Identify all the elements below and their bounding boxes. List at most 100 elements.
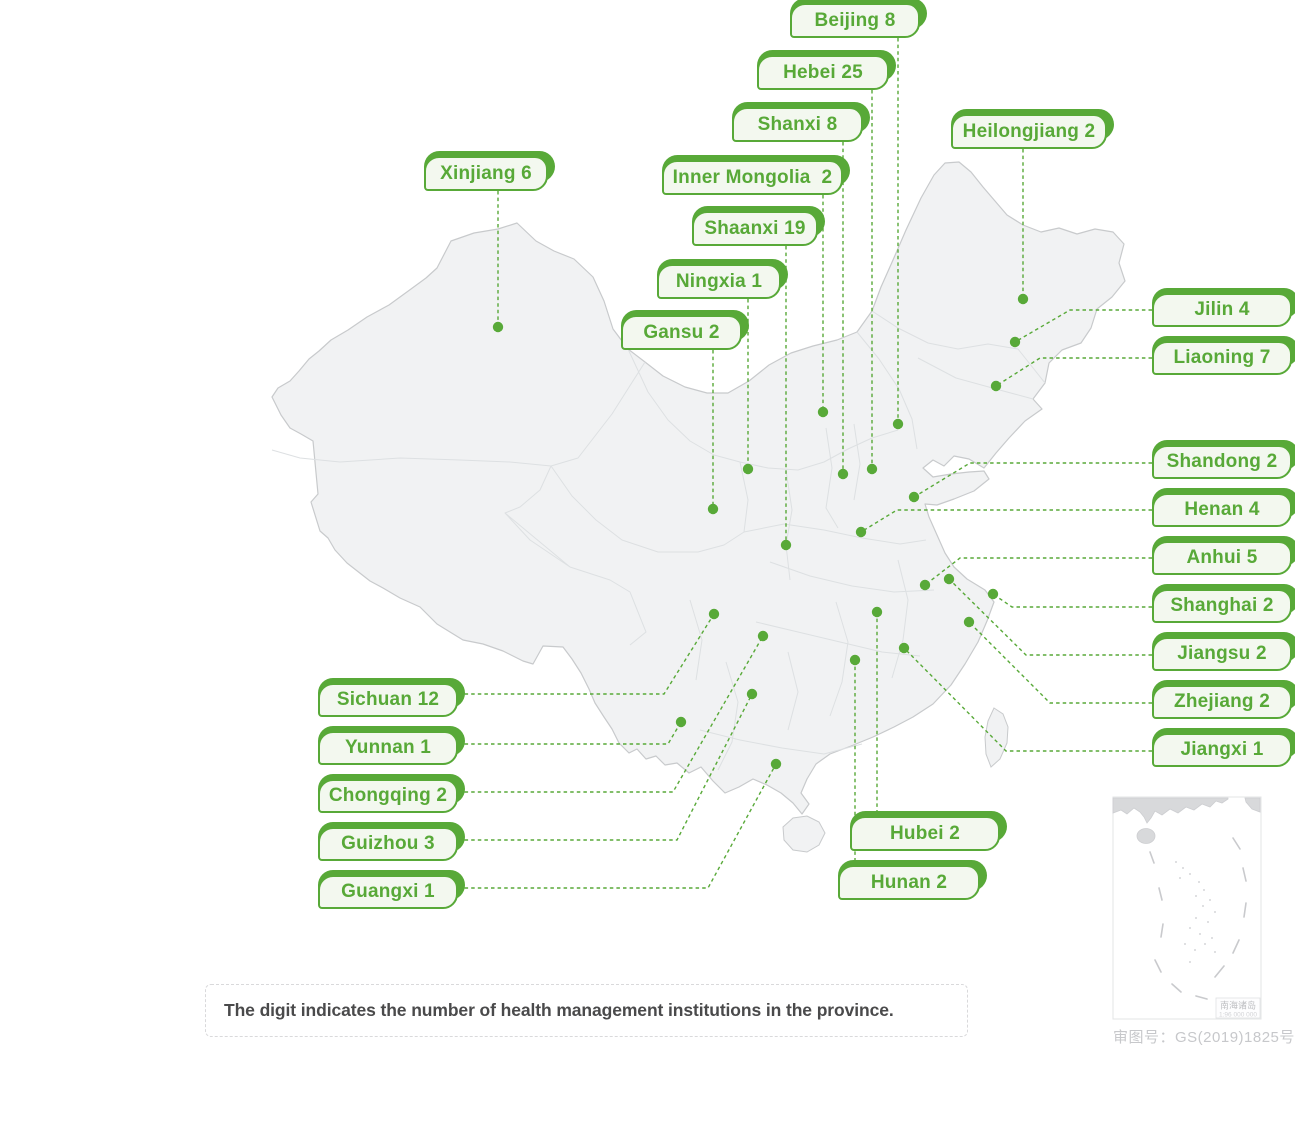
connector-line-sichuan — [458, 613, 715, 695]
connector-line-jiangxi — [903, 647, 1152, 752]
map-approval-number: 审图号：GS(2019)1825号 — [1113, 1029, 1295, 1046]
label-text: Henan 4 — [1184, 499, 1260, 520]
label-face — [838, 865, 980, 900]
province-label-anhui: Anhui 5 — [1152, 536, 1295, 575]
province-label-gansu: Gansu 2 — [621, 310, 749, 350]
inset-island-specks — [1175, 861, 1216, 963]
label-face — [657, 264, 781, 299]
province-label-jilin: Jilin 4 — [1152, 288, 1295, 327]
connector-line-shandong — [913, 462, 1152, 498]
label-text: Gansu 2 — [643, 321, 720, 343]
label-face — [1152, 493, 1292, 527]
province-label-chongqing: Chongqing 2 — [318, 774, 465, 813]
label-text: Shanghai 2 — [1170, 595, 1274, 616]
label-face — [318, 779, 458, 813]
province-label-shaanxi: Shaanxi 19 — [692, 206, 825, 246]
label-text: Anhui 5 — [1186, 547, 1258, 568]
province-label-inner-mongolia: Inner Mongolia 2 — [662, 155, 850, 195]
inset-scale-label: 1:96 000 000 — [1219, 1012, 1257, 1019]
label-face — [1152, 685, 1292, 719]
label-text: Yunnan 1 — [344, 737, 432, 758]
label-face — [1152, 589, 1292, 623]
province-dot-henan — [855, 526, 867, 538]
label-text: Jiangsu 2 — [1177, 643, 1267, 664]
province-label-shanghai: Shanghai 2 — [1152, 584, 1295, 623]
label-text: Hebei 25 — [783, 61, 863, 83]
connector-line-shanghai — [992, 593, 1152, 608]
connector-line-anhui — [924, 557, 1152, 586]
province-label-beijing: Beijing 8 — [790, 0, 927, 38]
label-text: Guizhou 3 — [341, 833, 435, 854]
province-label-liaoning: Liaoning 7 — [1152, 336, 1295, 375]
label-face — [850, 816, 1000, 851]
connector-line-liaoning — [995, 357, 1152, 387]
label-text: Heilongjiang 2 — [962, 120, 1096, 142]
label-face — [1152, 341, 1292, 375]
label-face — [757, 55, 889, 90]
province-dot-jilin — [1009, 336, 1021, 348]
legend-caption-text: The digit indicates the number of health… — [224, 1000, 894, 1020]
label-text: Shaanxi 19 — [704, 217, 806, 239]
province-dot-zhejiang — [963, 616, 975, 628]
province-label-guangxi: Guangxi 1 — [318, 870, 465, 909]
province-dot-anhui — [919, 579, 931, 591]
label-text: Inner Mongolia 2 — [672, 166, 833, 188]
south-china-sea-inset: 南海诸岛 1:96 000 000 — [1112, 796, 1262, 1020]
province-dot-jiangsu — [943, 573, 955, 585]
label-face — [692, 211, 818, 246]
label-text: Jilin 4 — [1194, 299, 1250, 320]
inset-label-box — [1215, 997, 1261, 1019]
label-text: Shanxi 8 — [757, 113, 838, 135]
label-face — [318, 875, 458, 909]
label-text: Zhejiang 2 — [1174, 691, 1270, 712]
province-dot-jiangxi — [898, 642, 910, 654]
province-dot-xinjiang — [492, 321, 504, 333]
inset-nine-dash-line — [1149, 837, 1247, 1000]
connector-line-jiangsu — [948, 578, 1152, 656]
province-label-hunan: Hunan 2 — [838, 860, 987, 900]
label-text: Shandong 2 — [1166, 451, 1278, 472]
province-label-heilongjiang: Heilongjiang 2 — [951, 109, 1114, 149]
label-face — [1152, 445, 1292, 479]
inset-coastline — [1112, 797, 1229, 824]
china-mainland-outline — [271, 161, 1126, 815]
province-dot-sichuan — [708, 608, 720, 620]
province-label-shanxi: Shanxi 8 — [732, 102, 870, 142]
province-label-sichuan: Sichuan 12 — [318, 678, 465, 717]
province-label-ningxia: Ningxia 1 — [657, 259, 788, 299]
label-text: Xinjiang 6 — [440, 162, 532, 184]
province-label-hubei: Hubei 2 — [850, 811, 1007, 851]
province-dot-shanxi — [837, 468, 849, 480]
inset-hainan — [1136, 828, 1156, 844]
province-dot-hubei — [871, 606, 883, 618]
province-dot-beijing — [892, 418, 904, 430]
connector-line-jilin — [1014, 309, 1152, 343]
province-dot-guizhou — [746, 688, 758, 700]
label-text: Liaoning 7 — [1173, 347, 1271, 368]
province-label-jiangxi: Jiangxi 1 — [1152, 728, 1295, 767]
inset-taiwan — [1244, 797, 1261, 813]
province-label-hebei: Hebei 25 — [757, 50, 896, 90]
province-dot-hunan — [849, 654, 861, 666]
label-text: Hubei 2 — [889, 822, 961, 844]
inset-frame — [1112, 796, 1262, 1020]
connector-line-zhejiang — [968, 621, 1152, 704]
label-text: Chongqing 2 — [328, 785, 448, 806]
province-label-xinjiang: Xinjiang 6 — [424, 151, 555, 191]
label-face — [318, 827, 458, 861]
province-dot-yunnan — [675, 716, 687, 728]
label-face — [951, 114, 1107, 149]
label-face — [424, 156, 548, 191]
label-face — [732, 107, 863, 142]
province-label-jiangsu: Jiangsu 2 — [1152, 632, 1295, 671]
label-face — [1152, 541, 1292, 575]
label-text: Beijing 8 — [814, 9, 896, 31]
hainan-island — [782, 815, 826, 853]
label-face — [621, 315, 742, 350]
province-label-zhejiang: Zhejiang 2 — [1152, 680, 1295, 719]
label-face — [1152, 293, 1292, 327]
label-face — [318, 731, 458, 765]
province-dot-gansu — [707, 503, 719, 515]
connector-line-guizhou — [458, 693, 753, 841]
